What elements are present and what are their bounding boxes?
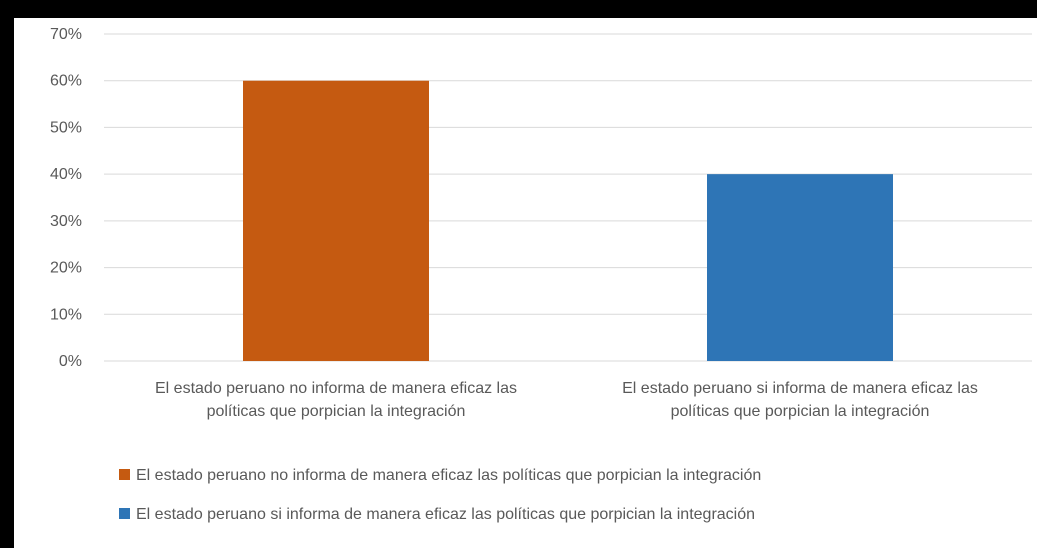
y-tick-label: 70% <box>50 26 82 43</box>
y-tick-label: 60% <box>50 73 82 90</box>
legend-item-label: El estado peruano no informa de manera e… <box>136 467 761 484</box>
bars <box>243 80 893 361</box>
y-axis-ticks: 0% 10% 20% 30% 40% 50% 60% 70% <box>50 26 82 370</box>
y-tick-label: 40% <box>50 166 82 183</box>
bar-2 <box>707 174 893 361</box>
chart-frame: 0% 10% 20% 30% 40% 50% 60% 70% El estado peruan… <box>14 18 1037 548</box>
x-category-label: El estado peruano si informa de manera e… <box>622 380 978 397</box>
legend-swatch <box>119 508 130 519</box>
bar-1 <box>243 80 429 361</box>
y-tick-label: 10% <box>50 306 82 323</box>
x-category-label: políticas que porpician la integración <box>207 403 466 420</box>
legend-swatch <box>119 469 130 480</box>
legend: El estado peruano no informa de manera e… <box>119 467 761 523</box>
y-tick-label: 30% <box>50 213 82 230</box>
y-tick-label: 0% <box>59 353 82 370</box>
x-category-label: políticas que porpician la integración <box>671 403 930 420</box>
y-tick-label: 20% <box>50 260 82 277</box>
x-category-label: El estado peruano no informa de manera e… <box>155 380 517 397</box>
bar-chart: 0% 10% 20% 30% 40% 50% 60% 70% El estado peruan… <box>50 26 1032 523</box>
x-axis-labels: El estado peruano no informa de manera e… <box>155 380 978 420</box>
legend-item-label: El estado peruano si informa de manera e… <box>136 506 755 523</box>
y-tick-label: 50% <box>50 119 82 136</box>
